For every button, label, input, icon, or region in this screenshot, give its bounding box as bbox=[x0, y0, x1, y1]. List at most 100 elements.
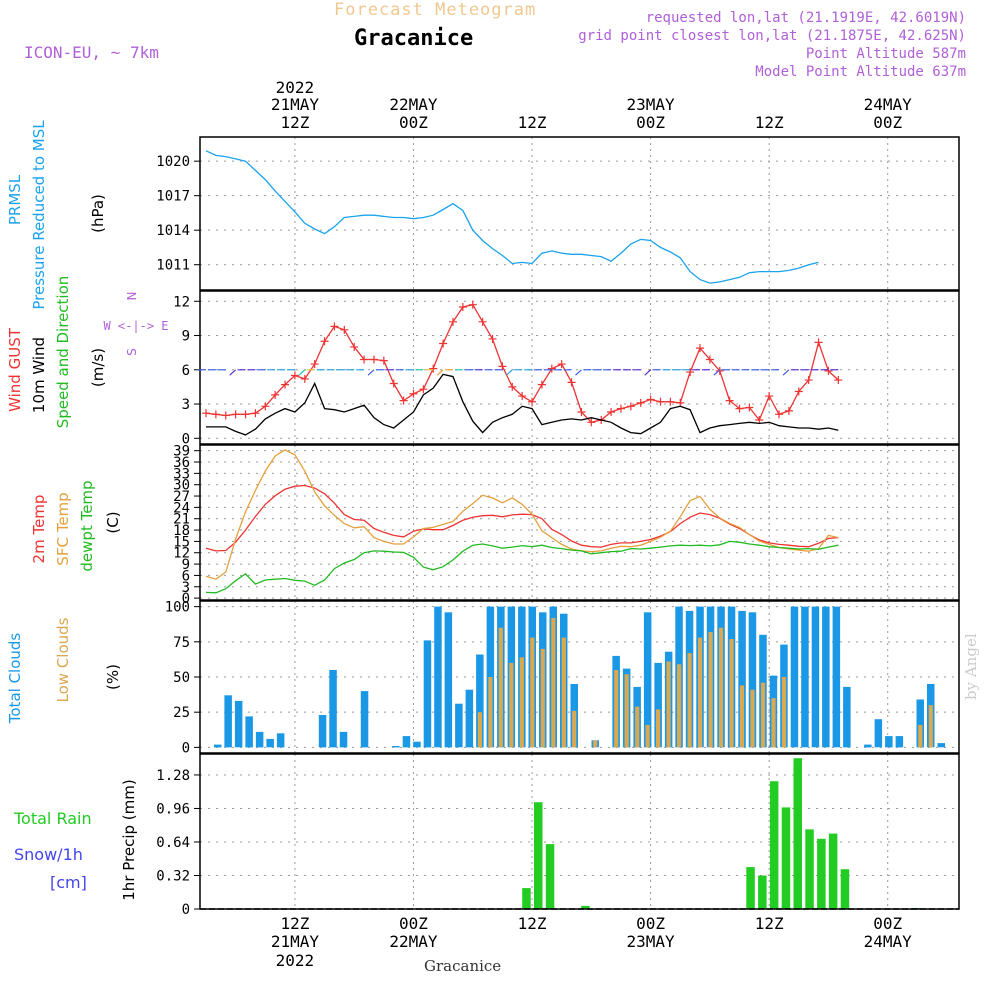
bar-total-clouds bbox=[895, 736, 904, 748]
wind-direction-arrow bbox=[713, 369, 721, 376]
top-tick-date: 23MAY bbox=[627, 95, 676, 114]
bar-total-clouds bbox=[643, 612, 652, 748]
bar-total-rain bbox=[840, 869, 850, 909]
gust-marker bbox=[715, 366, 724, 375]
bar-total-clouds bbox=[748, 612, 757, 748]
grid-coords: grid point closest lon,lat (21.1875E, 42… bbox=[578, 28, 966, 44]
gust-marker bbox=[676, 398, 685, 407]
ytick-label: 1014 bbox=[156, 223, 190, 239]
gust-marker bbox=[468, 300, 477, 309]
ytick-label: 0 bbox=[182, 902, 190, 918]
bar-total-rain bbox=[545, 844, 555, 909]
compass-north: N bbox=[125, 292, 139, 301]
bar-low-clouds bbox=[698, 637, 703, 748]
gust-marker bbox=[458, 302, 467, 311]
bar-low-clouds bbox=[656, 709, 661, 748]
gust-marker bbox=[775, 410, 784, 419]
bottom-tick-time: 12Z bbox=[280, 914, 309, 933]
ytick-label: 0 bbox=[182, 740, 190, 756]
ytick-label: 3 bbox=[182, 580, 190, 596]
panel-clouds: 0 25 50 75 100 bbox=[165, 600, 960, 756]
bar-low-clouds bbox=[645, 724, 650, 748]
gust-marker bbox=[537, 380, 546, 389]
ytick-label: 3 bbox=[182, 397, 190, 413]
bar-low-clouds bbox=[677, 664, 682, 748]
panel-label: 2m Temp bbox=[30, 495, 48, 564]
ytick-label: 39 bbox=[173, 444, 190, 460]
gust-marker bbox=[567, 378, 576, 387]
bar-total-clouds bbox=[465, 689, 474, 748]
bottom-tick-date: 21MAY bbox=[271, 932, 320, 951]
ytick-label: 50 bbox=[173, 670, 190, 686]
bar-low-clouds bbox=[477, 712, 482, 748]
series-line-wind-gust bbox=[205, 303, 839, 424]
bar-total-clouds bbox=[486, 606, 495, 748]
ytick-label: 15 bbox=[173, 534, 190, 550]
precip-label-rain: Total Rain bbox=[13, 809, 92, 828]
unit-label: (C) bbox=[104, 511, 122, 533]
bar-total-clouds bbox=[214, 744, 222, 748]
gust-marker bbox=[350, 342, 359, 351]
bar-total-clouds bbox=[402, 736, 411, 748]
bar-total-rain bbox=[793, 758, 802, 909]
compass-we: W <-|-> E bbox=[103, 319, 168, 333]
ytick-label: 1.28 bbox=[156, 768, 190, 784]
bar-total-clouds bbox=[245, 716, 253, 748]
top-tick-time: 00Z bbox=[873, 113, 902, 132]
bar-total-rain bbox=[581, 905, 590, 909]
gust-marker bbox=[399, 396, 408, 405]
panel-frame bbox=[199, 600, 960, 754]
gust-marker bbox=[745, 403, 754, 412]
wind-direction-arrow bbox=[505, 369, 513, 376]
bottom-tick-time: 12Z bbox=[518, 914, 547, 933]
ytick-label: 1011 bbox=[156, 258, 190, 274]
ytick-label: 27 bbox=[173, 489, 190, 505]
panel-wind: 0 3 6 9 12 bbox=[173, 290, 960, 447]
gust-marker bbox=[765, 392, 774, 401]
panel-precip: 0 0.32 0.64 0.96 1.28 bbox=[156, 753, 960, 918]
gust-marker bbox=[271, 390, 280, 399]
bar-low-clouds bbox=[635, 706, 640, 748]
top-tick-date: 24MAY bbox=[864, 95, 913, 114]
panel-label: 10m Wind bbox=[30, 337, 48, 413]
ytick-label: 30 bbox=[173, 478, 190, 494]
panel-pressure: 1011 1014 1017 1020 bbox=[156, 136, 960, 291]
ytick-label: 24 bbox=[173, 500, 190, 516]
bar-total-clouds bbox=[276, 733, 285, 748]
bar-total-clouds bbox=[329, 670, 337, 748]
bar-total-clouds bbox=[654, 662, 662, 748]
bar-low-clouds bbox=[488, 677, 493, 748]
gust-marker bbox=[725, 396, 734, 405]
bar-total-clouds bbox=[874, 719, 883, 748]
ytick-label: 12 bbox=[173, 294, 190, 310]
bar-low-clouds bbox=[760, 682, 766, 748]
bar-total-clouds bbox=[339, 731, 348, 748]
gust-marker bbox=[518, 392, 527, 401]
gust-marker bbox=[824, 366, 833, 375]
bar-total-clouds bbox=[832, 606, 841, 748]
bar-total-clouds bbox=[413, 741, 421, 748]
gust-marker bbox=[784, 406, 793, 415]
gust-marker bbox=[804, 376, 813, 385]
series-line-2m-temp bbox=[205, 484, 839, 552]
unit-label: (m/s) bbox=[89, 348, 107, 387]
bar-total-rain bbox=[828, 833, 838, 909]
gust-marker bbox=[794, 387, 803, 396]
panel-frame bbox=[199, 290, 960, 445]
gust-marker bbox=[577, 408, 586, 417]
bottom-tick-year: 2022 bbox=[276, 951, 315, 970]
bar-low-clouds bbox=[509, 662, 514, 748]
gust-marker bbox=[646, 395, 655, 404]
bar-total-clouds bbox=[864, 744, 872, 748]
gust-marker bbox=[419, 385, 428, 394]
gust-marker bbox=[409, 389, 418, 398]
ytick-label: 0.64 bbox=[156, 835, 190, 851]
bar-low-clouds bbox=[771, 698, 776, 748]
bar-low-clouds bbox=[561, 637, 566, 748]
gust-marker bbox=[666, 397, 675, 406]
panel-frame bbox=[199, 753, 960, 910]
bar-low-clouds bbox=[540, 648, 545, 748]
panel-label: Wind GUST bbox=[6, 327, 24, 412]
bar-low-clouds bbox=[718, 627, 724, 748]
top-tick-time: 12Z bbox=[280, 113, 309, 132]
